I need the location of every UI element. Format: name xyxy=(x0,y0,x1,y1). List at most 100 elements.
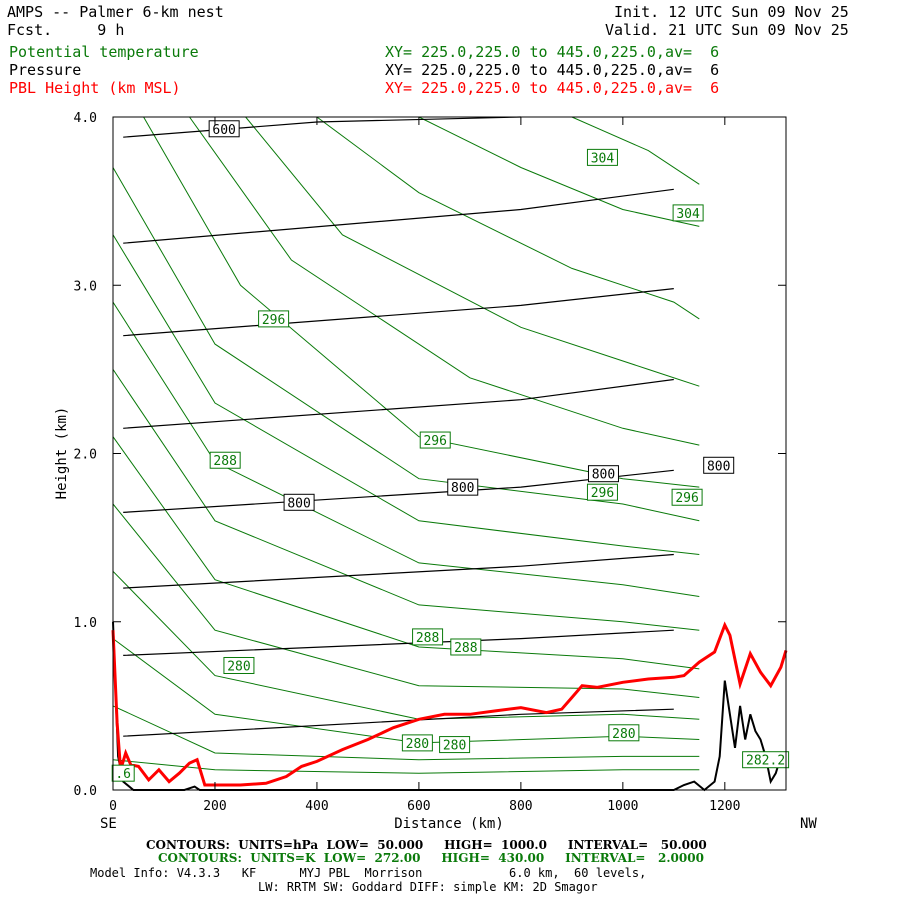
contour-label-box xyxy=(447,478,479,496)
legend-pressure-name: Pressure xyxy=(9,61,82,79)
contour-label-box xyxy=(208,120,240,138)
isobar-700hPa xyxy=(123,288,674,337)
y-tick-label: 0.0 xyxy=(74,784,97,799)
contour-label: 600 xyxy=(212,123,235,138)
x-end-label-nw: NW xyxy=(800,816,817,832)
contour-labels: 600 800 800 800 800 304 304 296 296 296 296 288 288 2… xyxy=(111,120,790,782)
x-tick-label: 800 xyxy=(509,799,532,814)
pbl-height-series xyxy=(111,621,788,787)
isentrope-288K xyxy=(112,369,700,631)
contour-label: 800 xyxy=(707,459,730,474)
isobar-850hPa xyxy=(123,553,674,589)
contour-label-box xyxy=(258,310,290,328)
y-tick-label: 1.0 xyxy=(74,616,97,631)
isentrope-306K xyxy=(571,116,700,185)
contour-label-box xyxy=(111,764,135,782)
theta-isentropes xyxy=(112,116,700,774)
isobar-950hPa xyxy=(123,708,674,737)
footer-model-info: Model Info: V4.3.3 KF MYJ PBL Morrison 6… xyxy=(90,866,647,880)
isobar-900hPa xyxy=(123,629,674,656)
pressure-isobars xyxy=(123,116,674,737)
contour-label: 296 xyxy=(423,434,446,449)
footer-model-info-2: LW: RRTM SW: Goddard DIFF: simple KM: 2D… xyxy=(258,880,598,894)
y-tick-label: 2.0 xyxy=(74,448,97,463)
contour-label-box xyxy=(439,736,471,754)
isentrope-298K xyxy=(189,116,700,446)
legend-theta-xy: XY= 225.0,225.0 to 445.0,225.0,av= 6 xyxy=(385,43,720,61)
isentrope-276K xyxy=(112,759,700,774)
x-tick-label: 200 xyxy=(203,799,226,814)
contour-label: 800 xyxy=(451,481,474,496)
contour-label-box xyxy=(419,431,451,449)
forecast-hour: Fcst. 9 h xyxy=(7,21,125,39)
contour-label: 282.2 xyxy=(746,754,785,769)
contour-label-box xyxy=(608,724,640,742)
contour-label-box xyxy=(587,465,619,483)
contour-label-box xyxy=(586,483,618,501)
legend-pressure-xy: XY= 225.0,225.0 to 445.0,225.0,av= 6 xyxy=(385,61,720,79)
contour-label: 800 xyxy=(592,468,615,483)
contour-label: .6 xyxy=(115,767,131,782)
contour-label-box xyxy=(742,751,790,769)
contour-label: 288 xyxy=(213,454,236,469)
contour-label-box xyxy=(223,656,255,674)
x-tick-label: 400 xyxy=(305,799,328,814)
terrain-line xyxy=(112,621,787,792)
isentrope-302K xyxy=(316,116,700,320)
x-end-label-se: SE xyxy=(100,816,117,832)
contour-label: 296 xyxy=(675,491,698,506)
contour-label-box xyxy=(586,148,618,166)
isentrope-286K xyxy=(112,436,700,670)
x-tick-label: 600 xyxy=(407,799,430,814)
contour-label-box xyxy=(450,638,482,656)
isentrope-282K xyxy=(112,570,700,720)
isentrope-304K xyxy=(418,116,700,227)
chart-title: AMPS -- Palmer 6-km nest xyxy=(7,3,224,21)
isentrope-278K xyxy=(112,705,700,761)
y-tick-label: 3.0 xyxy=(74,279,97,294)
axes: 0.0 1.0 2.0 3.0 4.0 0 200 400 600 800 1000 1200 xyxy=(74,111,786,814)
isentrope-296K xyxy=(143,116,700,488)
isobar-750hPa xyxy=(123,378,674,429)
contour-label-box xyxy=(283,493,315,511)
contour-label: 288 xyxy=(416,631,439,646)
isobar-600hPa xyxy=(123,116,521,138)
y-axis-title: Height (km) xyxy=(54,407,70,500)
legend-theta-name: Potential temperature xyxy=(9,43,199,61)
isentrope-294K xyxy=(112,167,700,522)
x-tick-label: 0 xyxy=(109,799,117,814)
contour-label: 280 xyxy=(443,739,466,754)
y-tick-label: 4.0 xyxy=(74,111,97,126)
contour-label: 800 xyxy=(287,496,310,511)
legend-pbl-name: PBL Height (km MSL) xyxy=(9,79,181,97)
init-time: Init. 12 UTC Sun 09 Nov 25 xyxy=(614,3,849,21)
contour-label-box xyxy=(672,204,704,222)
contour-label: 304 xyxy=(591,151,615,166)
contour-label-box xyxy=(412,628,444,646)
isentrope-292K xyxy=(112,234,700,555)
contour-label: 296 xyxy=(262,313,285,328)
contour-label: 288 xyxy=(454,641,477,656)
contour-label: 280 xyxy=(612,727,635,742)
contour-label-box xyxy=(209,451,241,469)
contour-label-box xyxy=(401,734,433,752)
footer-pressure-contours: CONTOURS: UNITS=hPa LOW= 50.000 HIGH= 10… xyxy=(146,838,707,852)
footer-theta-contours: CONTOURS: UNITS=K LOW= 272.00 HIGH= 430.… xyxy=(158,851,704,865)
isentrope-290K xyxy=(112,301,700,597)
contour-label-box xyxy=(703,456,735,474)
x-axis-title: Distance (km) xyxy=(394,816,504,832)
contour-label-box xyxy=(671,488,703,506)
valid-time: Valid. 21 UTC Sun 09 Nov 25 xyxy=(605,21,849,39)
pbl-height-line xyxy=(111,621,788,787)
contour-label: 280 xyxy=(227,659,250,674)
x-tick-label: 1200 xyxy=(709,799,740,814)
isobar-800hPa xyxy=(123,469,674,513)
contour-label: 296 xyxy=(591,486,614,501)
isentrope-300K xyxy=(245,116,700,387)
x-tick-label: 1000 xyxy=(607,799,638,814)
contour-label: 304 xyxy=(676,207,700,222)
terrain-profile xyxy=(112,621,787,792)
contour-label: 280 xyxy=(406,737,429,752)
isentrope-284K xyxy=(112,503,700,698)
